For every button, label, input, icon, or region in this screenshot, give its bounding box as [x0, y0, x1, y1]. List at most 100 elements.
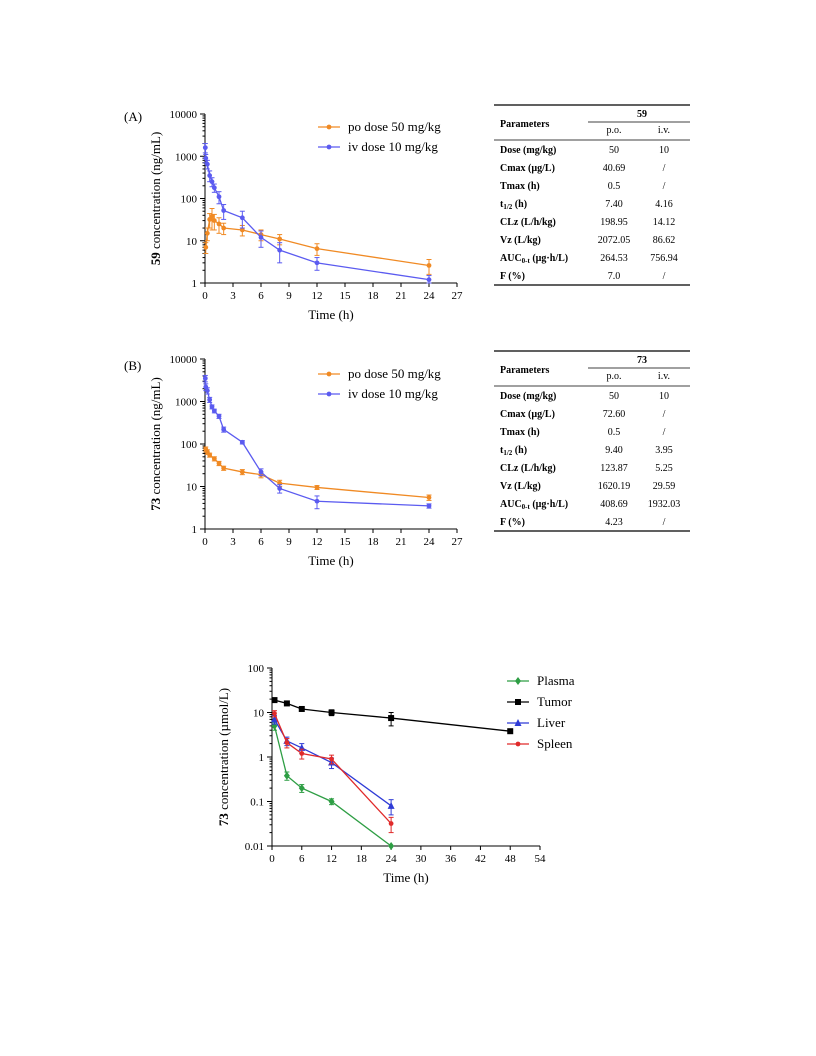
table-value-iv: 14.12: [653, 217, 676, 228]
data-point: [277, 486, 283, 491]
table-value-iv: /: [663, 271, 666, 282]
table-param-unit: (µg·h/L): [530, 499, 568, 510]
data-point: [204, 230, 210, 236]
series-iv-dose-10-mg-kg: [202, 143, 432, 284]
data-point: [426, 277, 432, 283]
y-tick-label: 1: [192, 524, 198, 536]
data-point: [204, 388, 210, 394]
y-tick-label: 100: [181, 439, 198, 451]
series-po-dose-50-mg-kg: [203, 446, 432, 501]
data-point: [207, 173, 213, 178]
data-point: [203, 244, 209, 250]
table-value-po: 7.0: [608, 271, 621, 282]
data-point: [270, 715, 278, 723]
legend-entry: po dose 50 mg/kg: [318, 366, 441, 381]
x-tick-label: 9: [286, 290, 292, 302]
table-param: Vz (L/kg): [500, 235, 541, 246]
table-param: Dose (mg/kg): [500, 145, 556, 156]
table-value-po: 50: [609, 391, 619, 402]
data-point: [328, 709, 335, 716]
x-tick-label: 54: [535, 853, 547, 865]
table-col-header: Parameters: [500, 365, 550, 376]
table-param-name: AUC: [500, 499, 522, 510]
y-tick-label: 0.1: [250, 797, 264, 809]
legend-label: po dose 50 mg/kg: [348, 119, 441, 134]
x-axis-label: Time (h): [383, 870, 428, 885]
legend-label: Plasma: [537, 673, 575, 688]
table-param-subscript: 0-t: [522, 257, 531, 265]
x-tick-label: 24: [386, 853, 398, 865]
table-value-iv: /: [663, 163, 666, 174]
y-tick-label: 10: [253, 708, 265, 720]
table-value-iv: 3.95: [655, 445, 673, 456]
table-sub-header-po: p.o.: [607, 371, 622, 382]
data-point: [328, 797, 335, 806]
x-tick-label: 6: [299, 853, 305, 865]
data-point: [221, 225, 227, 231]
table-value-po: 7.40: [605, 199, 623, 210]
table-param-name: t: [500, 445, 504, 456]
table-param: F (%): [500, 517, 525, 528]
data-point: [272, 711, 277, 716]
table-param-name: CLz (L/h/kg): [500, 463, 556, 474]
x-tick-label: 6: [258, 290, 264, 302]
series-spleen: [271, 710, 394, 834]
legend-label: iv dose 10 mg/kg: [348, 386, 438, 401]
x-tick-label: 12: [326, 853, 337, 865]
table-param-name: Tmax (h): [500, 181, 540, 192]
table-param-unit: (µg·h/L): [530, 253, 568, 264]
table-value-iv: /: [663, 409, 666, 420]
data-point: [204, 161, 210, 167]
data-point: [209, 404, 215, 410]
table-param: t1/2 (h): [500, 199, 527, 211]
chart-b: 0 3 6 9 12 15 18 21 24 27 1 10 100 1000 10000 Time (h) 7…: [148, 354, 463, 568]
legend-marker: [515, 741, 521, 747]
table-param-name: Cmax (µg/L): [500, 163, 555, 174]
table-param-name: Vz (L/kg): [500, 481, 541, 492]
table-value-po: 2072.05: [598, 235, 631, 246]
x-tick-label: 18: [356, 853, 368, 865]
y-tick-label: 0.01: [245, 841, 264, 853]
data-point: [298, 705, 305, 712]
table-value-iv: 1932.03: [648, 499, 681, 510]
table-value-po: 0.5: [608, 427, 621, 438]
legend-marker: [514, 719, 522, 726]
data-point: [216, 194, 222, 200]
x-tick-label: 18: [368, 536, 380, 548]
data-point: [221, 465, 227, 471]
data-point: [209, 179, 215, 185]
data-point: [216, 221, 222, 227]
data-point: [258, 235, 264, 240]
x-tick-label: 3: [230, 536, 236, 548]
table-param-name: F (%): [500, 271, 525, 282]
data-point: [388, 821, 394, 826]
legend-entry: po dose 50 mg/kg: [318, 119, 441, 134]
data-point: [271, 697, 278, 704]
data-point: [216, 413, 222, 419]
table-param: AUC0-t (µg·h/L): [500, 253, 568, 265]
table-sub-header-iv: i.v.: [658, 125, 670, 136]
data-point: [221, 427, 227, 432]
chart-c: 0 6 12 18 24 30 36 42 48 54 0.01 0.1 1 10 100 Time (h) 7…: [216, 663, 575, 885]
series-line: [205, 448, 430, 499]
table-value-po: 198.95: [600, 217, 628, 228]
y-tick-label: 1000: [175, 397, 198, 409]
legend-label: Liver: [537, 715, 566, 730]
legend-entry: Plasma: [507, 673, 575, 688]
table-param-name: Vz (L/kg): [500, 235, 541, 246]
x-tick-label: 15: [340, 536, 352, 548]
table-param: Tmax (h): [500, 427, 540, 438]
x-tick-label: 9: [286, 536, 292, 548]
x-tick-label: 0: [202, 290, 208, 302]
series-iv-dose-10-mg-kg: [202, 374, 432, 510]
table-param: Dose (mg/kg): [500, 391, 556, 402]
legend-label: po dose 50 mg/kg: [348, 366, 441, 381]
data-point: [283, 700, 290, 707]
x-tick-label: 12: [312, 536, 323, 548]
table-col-header: Parameters: [500, 119, 550, 130]
table-value-po: 50: [609, 145, 619, 156]
table-param: Cmax (µg/L): [500, 409, 555, 420]
table-param-name: Tmax (h): [500, 427, 540, 438]
data-point: [298, 784, 305, 793]
